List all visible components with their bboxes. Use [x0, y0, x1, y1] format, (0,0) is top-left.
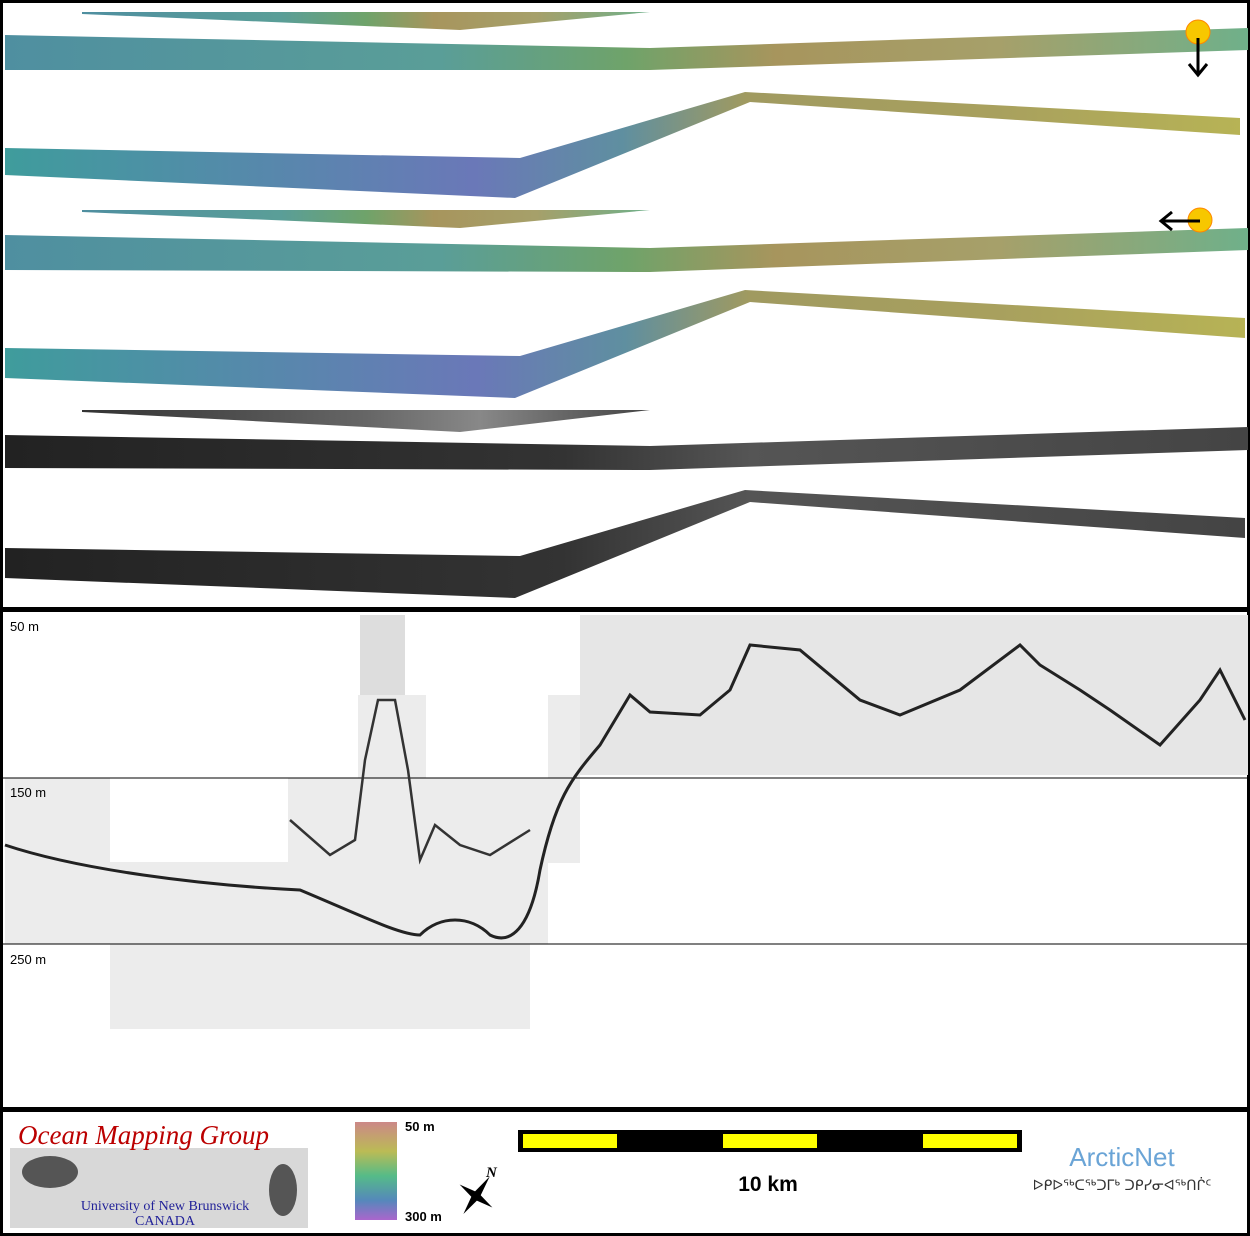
scale-segment: [723, 1134, 817, 1148]
swath-group: [5, 12, 1248, 198]
swath: [5, 28, 1248, 70]
logo-shape: [22, 1156, 78, 1188]
depth-label: 50 m: [10, 619, 39, 634]
partner-name: ArcticNet: [1069, 1142, 1175, 1172]
scale-segment: [923, 1134, 1017, 1148]
swath-group: [5, 210, 1248, 398]
profile-tile: [288, 778, 578, 863]
divider: [0, 607, 1250, 612]
backscatter: [5, 490, 1245, 598]
backscatter-group: [5, 410, 1248, 598]
footer: Ocean Mapping Group University of New Br…: [10, 1119, 1211, 1229]
compass-needle: [459, 1184, 493, 1208]
logo-title: Ocean Mapping Group: [18, 1120, 269, 1150]
profile-tile: [5, 778, 110, 944]
sun-icon: [1158, 207, 1213, 233]
divider: [0, 1107, 1250, 1112]
color-scale-label: 300 m: [405, 1209, 442, 1224]
seafloor-reflector: [289, 698, 531, 865]
logo-institution: University of New Brunswick: [81, 1199, 249, 1214]
backscatter: [82, 410, 650, 432]
arrow-head: [1158, 210, 1173, 232]
swath-panel: [5, 12, 1248, 598]
swath: [5, 92, 1240, 198]
profile-tile: [360, 615, 405, 695]
depth-label: 250 m: [10, 952, 46, 967]
logo-country: CANADA: [135, 1214, 196, 1229]
compass-label: N: [485, 1165, 498, 1181]
logo-shape: [269, 1164, 297, 1216]
profile-panel: 50 m 150 m 250 m: [3, 615, 1248, 1029]
swath: [82, 210, 650, 228]
color-scale-label: 50 m: [405, 1119, 435, 1134]
scale-label: 10 km: [738, 1173, 798, 1196]
sun-icon: [1185, 19, 1211, 78]
profile-tile: [110, 944, 530, 1029]
scale-segment: [523, 1134, 617, 1148]
partner-native-name: ᐅᑭᐅᖅᑕᖅᑐᒥᒃ ᑐᑭᓯᓂᐊᖅᑎᒌᑦ: [1033, 1177, 1212, 1194]
depth-label: 150 m: [10, 785, 46, 800]
swath: [5, 290, 1245, 398]
color-scale: [355, 1122, 397, 1220]
backscatter: [5, 427, 1248, 470]
profile-tile: [580, 615, 1248, 775]
seafloor-reflector: [4, 643, 1247, 940]
swath: [82, 12, 650, 30]
arrow-head: [1187, 63, 1209, 78]
swath: [5, 228, 1248, 272]
